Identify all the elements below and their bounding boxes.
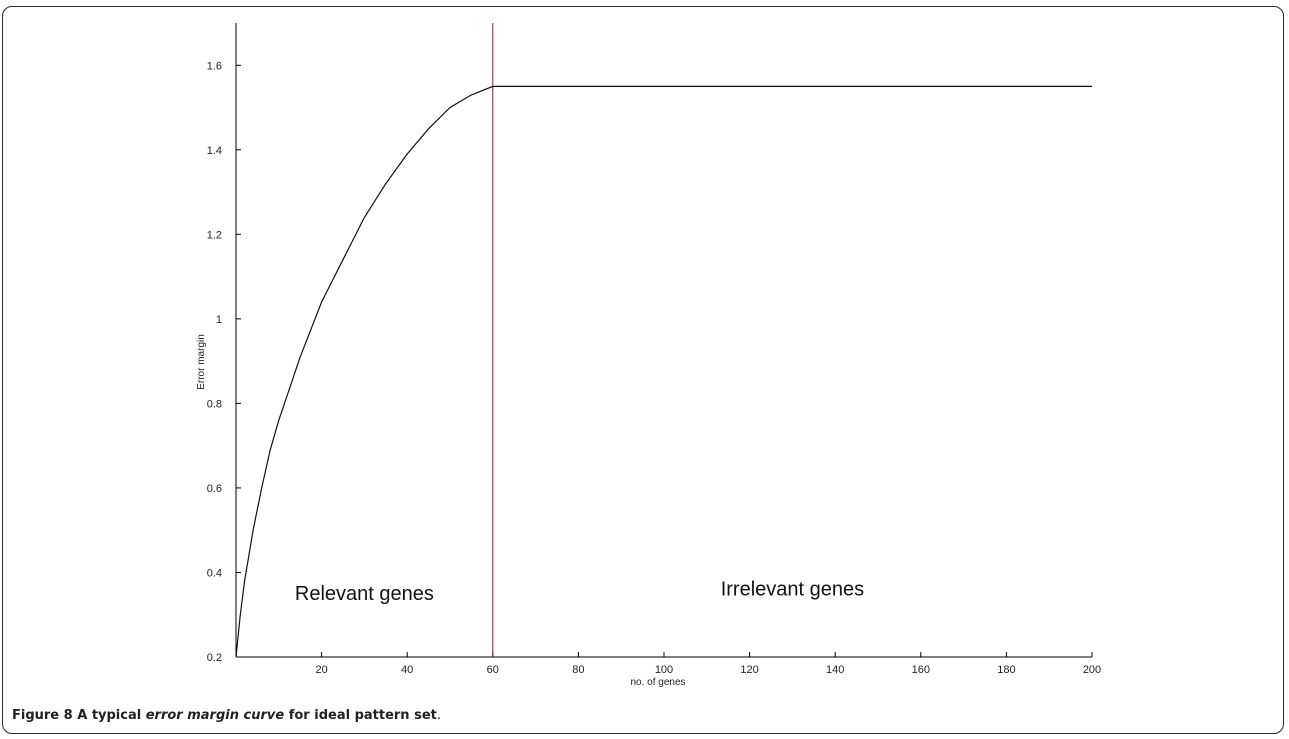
y-tick-label: 0.4: [207, 567, 222, 579]
x-tick-label: 140: [826, 664, 844, 676]
x-tick-label: 20: [315, 664, 327, 676]
caption-label: Figure 8: [12, 708, 73, 723]
caption-text-italic: error margin curve: [145, 708, 285, 723]
relevant-genes-annotation: Relevant genes: [295, 583, 434, 605]
irrelevant-genes-annotation: Irrelevant genes: [721, 579, 864, 601]
figure-frame: [2, 6, 1284, 734]
x-tick-label: 120: [740, 664, 758, 676]
caption-text-before: A typical: [72, 708, 146, 723]
y-tick-label: 0.8: [207, 398, 222, 410]
y-tick-label: 0.6: [207, 483, 222, 495]
y-tick-label: 0.2: [207, 652, 222, 664]
caption-text-after: for ideal pattern set: [284, 708, 437, 723]
y-axis-label: Error margin: [196, 334, 207, 390]
x-tick-label: 80: [572, 664, 584, 676]
x-tick-label: 160: [912, 664, 930, 676]
error-margin-line: [235, 85, 1092, 658]
figure-caption: Figure 8 A typical error margin curve fo…: [12, 708, 441, 723]
x-axis-label: no. of genes: [630, 677, 685, 688]
y-tick-label: 1: [216, 314, 222, 326]
x-tick-label: 180: [997, 664, 1015, 676]
y-tick-label: 1.4: [207, 145, 222, 157]
x-tick-label: 60: [487, 664, 499, 676]
y-tick-label: 1.6: [207, 60, 222, 72]
y-tick-label: 1.2: [207, 229, 222, 241]
caption-period: .: [436, 708, 441, 723]
x-tick-label: 200: [1083, 664, 1101, 676]
x-tick-label: 100: [655, 664, 673, 676]
x-tick-label: 40: [401, 664, 413, 676]
